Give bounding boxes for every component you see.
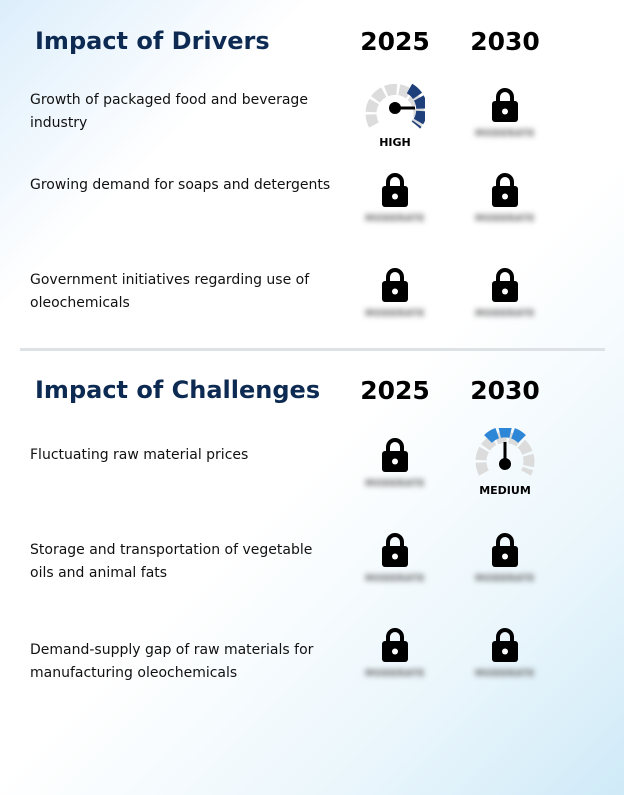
challenge-row-label: Storage and transportation of vegetable … — [30, 542, 313, 581]
gauge-label: MEDIUM — [479, 484, 531, 497]
lock-icon — [382, 268, 408, 302]
challenge-locked-cell[interactable]: MODERATE — [345, 532, 445, 584]
driver-locked-cell[interactable]: MODERATE — [345, 267, 445, 319]
gauge-label: HIGH — [379, 136, 411, 149]
section-divider — [20, 348, 605, 351]
driver-locked-cell[interactable]: MODERATE — [455, 87, 555, 139]
challenge-locked-cell[interactable]: MODERATE — [455, 627, 555, 679]
driver-row-label: Government initiatives regarding use of … — [30, 272, 310, 311]
driver-locked-cell[interactable]: MODERATE — [345, 172, 445, 224]
driver-row-label: Growth of packaged food and beverage ind… — [30, 92, 308, 131]
driver-gauge-high: HIGH — [345, 80, 445, 149]
drivers-year-2030: 2030 — [470, 27, 540, 56]
lock-icon — [492, 268, 518, 302]
locked-value: MODERATE — [475, 129, 535, 139]
lock-icon — [492, 173, 518, 207]
lock-icon — [382, 533, 408, 567]
drivers-year-2025: 2025 — [360, 27, 430, 56]
challenge-row-label: Fluctuating raw material prices — [30, 447, 249, 463]
lock-icon — [382, 173, 408, 207]
locked-value: MODERATE — [475, 309, 535, 319]
lock-icon — [382, 438, 408, 472]
challenges-year-2030: 2030 — [470, 376, 540, 405]
driver-locked-cell[interactable]: MODERATE — [455, 267, 555, 319]
challenge-gauge-medium: MEDIUM — [455, 426, 555, 497]
driver-locked-cell[interactable]: MODERATE — [455, 172, 555, 224]
locked-value: MODERATE — [475, 574, 535, 584]
gauge-icon — [365, 83, 428, 129]
locked-value: MODERATE — [475, 669, 535, 679]
challenges-title: Impact of Challenges — [35, 376, 321, 404]
drivers-title: Impact of Drivers — [35, 27, 270, 55]
locked-value: MODERATE — [365, 669, 425, 679]
locked-value: MODERATE — [365, 574, 425, 584]
locked-value: MODERATE — [475, 214, 535, 224]
challenges-year-2025: 2025 — [360, 376, 430, 405]
driver-row-label: Growing demand for soaps and detergents — [30, 177, 331, 193]
lock-icon — [492, 533, 518, 567]
challenge-row-label: Demand-supply gap of raw materials for m… — [30, 642, 314, 681]
lock-icon — [382, 628, 408, 662]
lock-icon — [492, 628, 518, 662]
locked-value: MODERATE — [365, 309, 425, 319]
challenge-locked-cell[interactable]: MODERATE — [345, 437, 445, 489]
gauge-icon — [475, 426, 535, 476]
challenge-locked-cell[interactable]: MODERATE — [345, 627, 445, 679]
locked-value: MODERATE — [365, 214, 425, 224]
lock-icon — [492, 88, 518, 122]
challenge-locked-cell[interactable]: MODERATE — [455, 532, 555, 584]
locked-value: MODERATE — [365, 479, 425, 489]
